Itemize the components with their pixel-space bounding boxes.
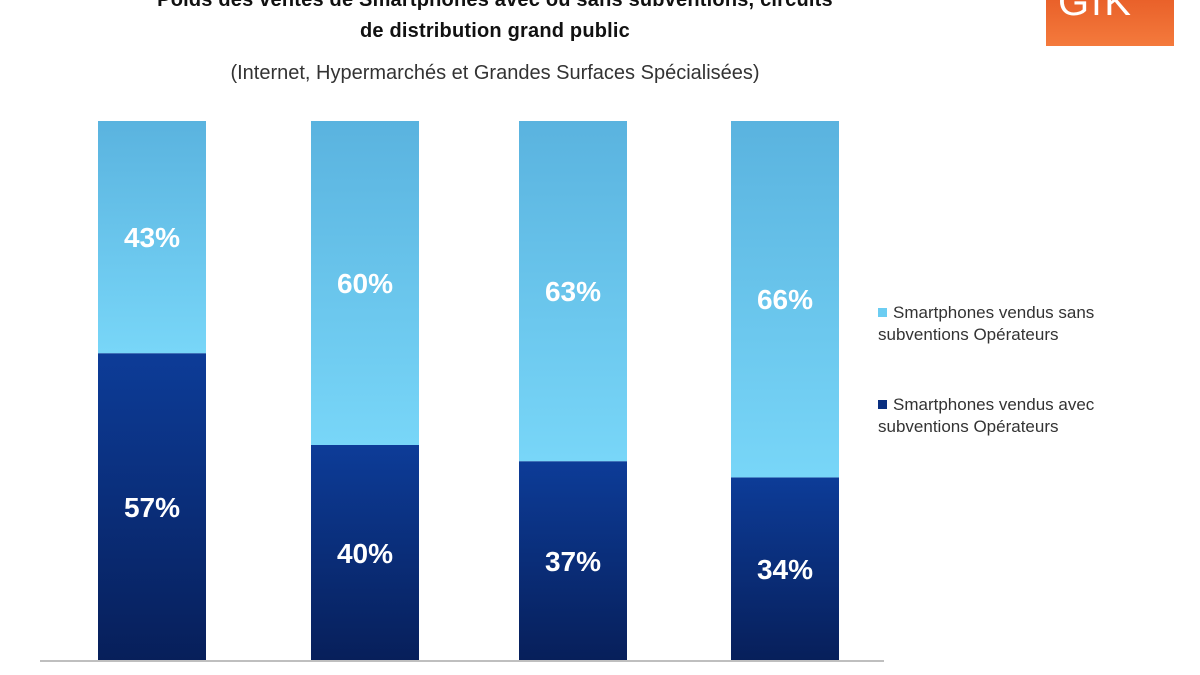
chart-title-line2: de distribution grand public [359,20,631,42]
data-label-sans-1: 43% [124,222,180,253]
data-label-avec-1: 57% [124,492,180,523]
bar-sans-subventions-4 [731,121,839,478]
legend-label-avec-line1: Smartphones vendus avec [893,395,1095,414]
legend-label-sans-line1: Smartphones vendus sans [893,303,1095,322]
legend-label-sans-line2: subventions Opérateurs [878,325,1059,344]
bar-avec-subventions-3 [519,461,627,661]
data-label-avec-4: 34% [757,554,813,585]
bar-sans-subventions-2 [311,121,419,445]
data-label-sans-4: 66% [757,284,813,315]
data-label-avec-3: 37% [545,546,601,577]
chart-subtitle: (Internet, Hypermarchés et Grandes Surfa… [230,62,760,84]
data-label-sans-2: 60% [337,268,393,299]
bar-avec-subventions-1 [98,353,206,661]
gfk-logo: GfK [1046,0,1174,46]
legend-swatch-sans [878,308,887,317]
bar-avec-subventions-2 [311,445,419,661]
legend-swatch-avec [878,400,887,409]
bars-group: 57% 43% 40% 60% 37% 63% 34% 66% [98,121,839,661]
bar-sans-subventions-3 [519,121,627,462]
legend-item-sans-subventions: Smartphones vendus sans subventions Opér… [878,302,1178,346]
legend-label-avec-line2: subventions Opérateurs [878,417,1059,436]
gfk-logo-text: GfK [1058,0,1133,24]
chart-title-line1: Poids des ventes de Smartphones avec ou … [157,0,833,11]
bar-sans-subventions-1 [98,121,206,354]
data-label-avec-2: 40% [337,538,393,569]
legend-item-avec-subventions: Smartphones vendus avec subventions Opér… [878,394,1178,438]
bar-avec-subventions-4 [731,477,839,661]
data-label-sans-3: 63% [545,276,601,307]
